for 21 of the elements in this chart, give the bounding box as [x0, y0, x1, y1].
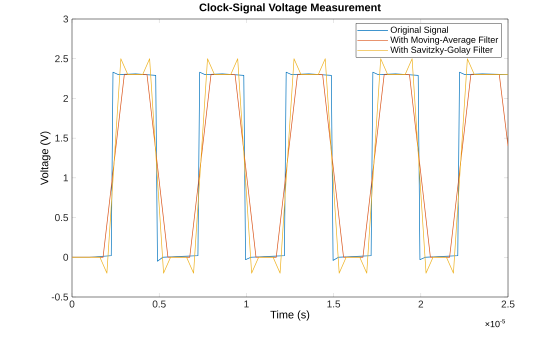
y-tick-label: 2 — [63, 94, 68, 102]
legend-label: With Savitzky-Golay Filter — [390, 46, 493, 55]
x-axis-title: Time (s) — [270, 310, 310, 321]
x-tick-label: 1.5 — [327, 300, 340, 308]
y-tick-label: 2.5 — [55, 55, 68, 62]
x-tick-label: 0.5 — [152, 300, 166, 308]
legend-label: With Moving-Average Filter — [390, 36, 498, 45]
x-tick-label: 2 — [418, 300, 424, 308]
y-tick-label: 0.5 — [55, 214, 68, 222]
y-tick-label: 1 — [64, 174, 68, 182]
x-tick-label: 0 — [70, 300, 74, 308]
y-tick-label: -0.5 — [52, 293, 68, 301]
chart-title: Clock-Signal Voltage Measurement — [200, 3, 381, 14]
text: ×10$^{-5}$ — [485, 319, 506, 328]
x-tick-label: 1 — [244, 300, 249, 308]
y-tick-label: 1.5 — [55, 134, 68, 142]
x-tick-label: 2.5 — [502, 300, 515, 308]
y-tick-label: 0 — [63, 254, 68, 261]
legend-label: Original Signal — [390, 26, 448, 35]
y-axis-title: Voltage (V) — [40, 132, 50, 186]
y-tick-label: 3 — [63, 15, 68, 23]
